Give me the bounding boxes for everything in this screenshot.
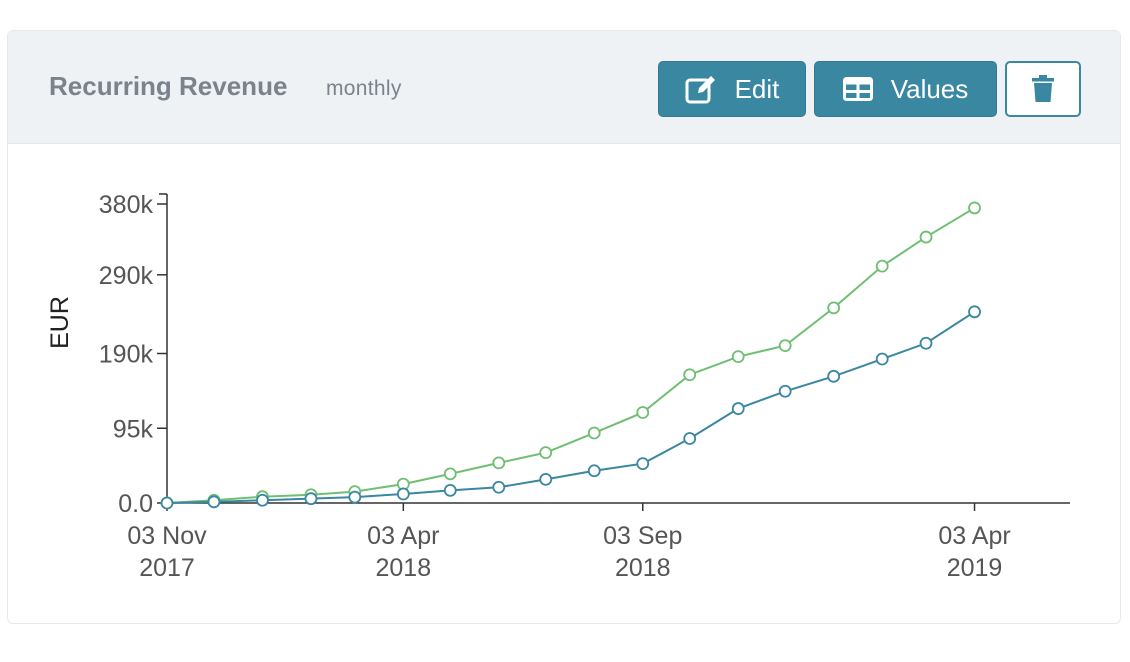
series-point-1 xyxy=(160,496,174,510)
series-point-0 xyxy=(492,456,506,470)
series-point-1 xyxy=(256,493,269,507)
trash-icon xyxy=(1032,75,1054,103)
series-point-0 xyxy=(875,259,889,273)
y-tick-label: 95k xyxy=(113,415,154,443)
x-tick-label: 03 Apr xyxy=(938,522,1010,550)
y-axis-label: EUR xyxy=(46,296,74,349)
y-tick-label: 190k xyxy=(99,341,154,369)
series-point-1 xyxy=(492,480,506,494)
delete-button[interactable] xyxy=(1005,61,1081,117)
edit-button-label: Edit xyxy=(734,73,780,104)
y-tick-label: 380k xyxy=(99,191,154,219)
series-point-1 xyxy=(207,495,221,509)
edit-icon xyxy=(685,74,717,104)
series-point-0 xyxy=(587,426,601,440)
series-point-1 xyxy=(827,369,841,383)
y-tick-label: 290k xyxy=(99,262,154,290)
series-point-0 xyxy=(827,301,841,315)
series-point-1 xyxy=(731,402,745,415)
values-button[interactable]: Values xyxy=(814,61,997,117)
card-header: Recurring Revenue monthly Edit Values xyxy=(8,31,1120,144)
series-line-0 xyxy=(166,207,976,504)
series-point-1 xyxy=(919,336,933,350)
series-point-1 xyxy=(875,352,889,366)
series-point-0 xyxy=(731,350,745,364)
series-point-1 xyxy=(968,305,981,319)
series-point-0 xyxy=(683,368,697,382)
edit-button[interactable]: Edit xyxy=(658,61,806,117)
table-icon xyxy=(842,77,873,101)
series-point-0 xyxy=(539,446,553,460)
series-point-1 xyxy=(348,490,362,504)
card-subtitle: monthly xyxy=(326,77,402,100)
card-title: Recurring Revenue xyxy=(49,71,288,101)
y-tick-label: 0.0 xyxy=(118,490,153,518)
x-tick-label: 2018 xyxy=(615,554,671,582)
series-point-0 xyxy=(919,230,933,244)
series-point-1 xyxy=(587,464,601,478)
series-point-0 xyxy=(968,201,981,215)
values-button-label: Values xyxy=(890,73,969,104)
series-point-1 xyxy=(636,457,650,471)
series-point-1 xyxy=(778,384,792,398)
x-tick-label: 03 Sep xyxy=(603,522,682,550)
series-point-0 xyxy=(443,467,457,481)
x-tick-label: 03 Apr xyxy=(367,522,439,550)
series-point-0 xyxy=(636,406,650,419)
chart-card: Recurring Revenue monthly Edit Values xyxy=(7,30,1121,624)
x-tick-label: 2017 xyxy=(139,554,195,582)
series-point-1 xyxy=(539,472,553,486)
series-point-1 xyxy=(443,484,457,497)
x-tick-label: 2019 xyxy=(947,554,1003,582)
x-tick-label: 2018 xyxy=(376,554,432,582)
series-point-1 xyxy=(304,492,318,506)
series-line-1 xyxy=(166,310,976,504)
x-tick-label: 03 Nov xyxy=(127,522,207,550)
series-point-1 xyxy=(396,487,410,501)
series-point-1 xyxy=(683,432,697,445)
series-point-0 xyxy=(778,339,792,353)
